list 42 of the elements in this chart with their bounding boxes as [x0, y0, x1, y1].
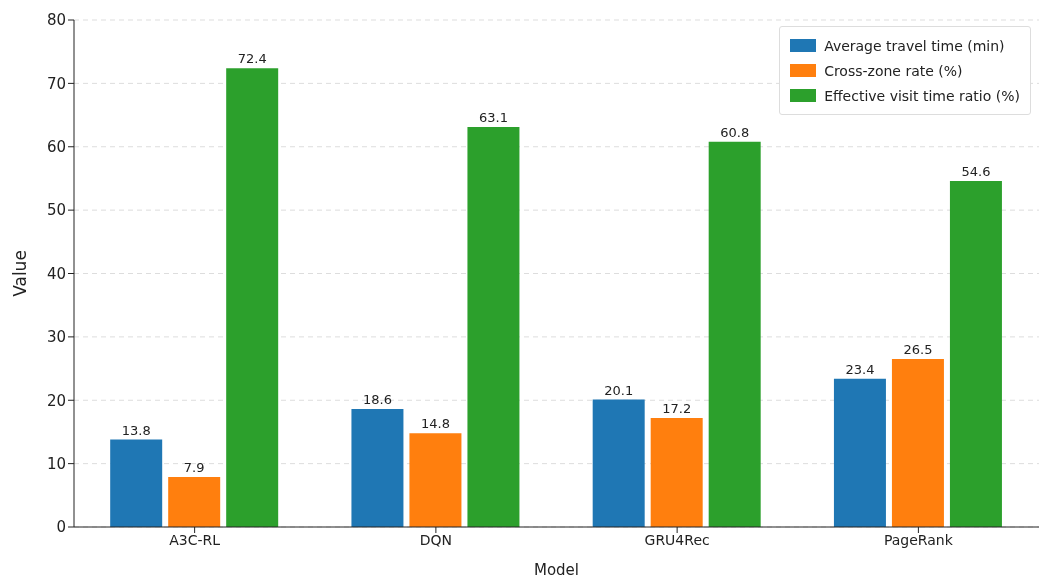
bar: [467, 127, 520, 527]
y-tick-label: 70: [46, 74, 66, 93]
legend-label: Cross-zone rate (%): [824, 62, 963, 79]
bar: [708, 141, 761, 527]
y-axis-title: Value: [10, 250, 31, 297]
y-tick-label: 50: [46, 201, 66, 220]
y-tick-label: 60: [46, 138, 66, 157]
data-label: 26.5: [903, 342, 933, 358]
data-label: 18.6: [362, 392, 392, 408]
data-label: 72.4: [237, 51, 267, 67]
data-label: 7.9: [183, 459, 205, 475]
y-tick-label: 30: [46, 328, 66, 347]
data-label: 54.6: [961, 163, 991, 179]
y-tick-label: 80: [46, 11, 66, 30]
y-tick-label: 10: [46, 454, 66, 473]
legend-label: Effective visit time ratio (%): [824, 87, 1020, 104]
x-tick-label: GRU4Rec: [644, 531, 710, 548]
bar: [949, 180, 1002, 527]
bar: [409, 433, 462, 527]
data-label: 23.4: [845, 361, 875, 377]
legend-label: Average travel time (min): [824, 37, 1005, 54]
bar: [891, 359, 944, 527]
bar: [650, 418, 703, 527]
data-label: 17.2: [662, 400, 692, 416]
bar: [833, 378, 886, 527]
x-axis-title: Model: [533, 561, 580, 579]
y-tick-label: 0: [56, 518, 66, 537]
x-tick-label: PageRank: [883, 531, 954, 548]
data-label: 20.1: [604, 382, 634, 398]
x-tick-label: A3C-RL: [169, 531, 221, 548]
bar: [226, 68, 279, 527]
bar: [351, 409, 404, 527]
y-tick-label: 40: [46, 264, 66, 283]
y-tick-label: 20: [46, 391, 66, 410]
x-tick-label: DQN: [419, 531, 453, 548]
data-label: 13.8: [121, 422, 151, 438]
data-label: 60.8: [720, 124, 750, 140]
data-label: 63.1: [478, 110, 508, 126]
data-label: 14.8: [420, 416, 450, 432]
bar: [592, 399, 645, 527]
bar: [168, 476, 221, 527]
bar: [110, 439, 163, 527]
